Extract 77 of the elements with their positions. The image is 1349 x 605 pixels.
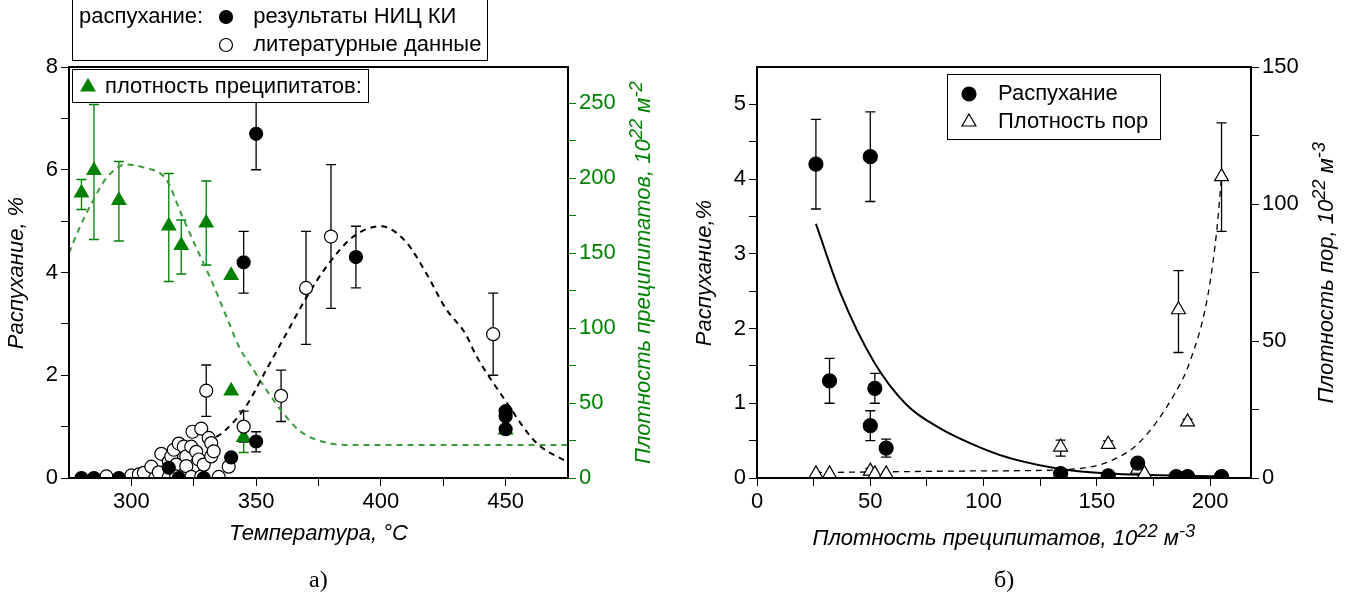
- x-tick-label: 50: [858, 488, 883, 514]
- y-tick-label: 3: [733, 239, 746, 265]
- point: [862, 149, 878, 165]
- point: [249, 434, 264, 449]
- point: [198, 214, 214, 228]
- y-axis-title: Распухание, %: [3, 196, 30, 349]
- x-tick-label: 300: [113, 488, 150, 514]
- point: [179, 459, 194, 474]
- point: [199, 383, 214, 398]
- y-tick-label: 5: [733, 90, 746, 116]
- y2-tick-label: 0: [1262, 464, 1275, 490]
- point: [867, 380, 883, 396]
- legend-label: литературные данные: [253, 30, 482, 58]
- x-tick-label: 100: [965, 488, 1002, 514]
- point: [73, 184, 89, 198]
- point: [223, 382, 239, 396]
- point: [1170, 301, 1187, 315]
- point: [86, 161, 102, 176]
- y-tick-label: 2: [733, 314, 746, 340]
- point: [1214, 168, 1230, 182]
- y2-tick-label: 150: [579, 239, 616, 265]
- text: а): [309, 566, 328, 593]
- x-tick-label: 450: [487, 488, 524, 514]
- point: [486, 327, 501, 342]
- legend-label: плотность преципитатов:: [105, 73, 362, 98]
- x-axis-title: Температура, °C: [229, 520, 408, 546]
- x-tick-label: 400: [362, 488, 400, 514]
- legend-title: распухание:: [79, 2, 205, 30]
- point: [1180, 413, 1196, 427]
- point: [1053, 438, 1069, 452]
- point: [236, 419, 251, 434]
- point: [348, 249, 364, 265]
- point: [111, 191, 127, 206]
- y-tick-label: 4: [733, 165, 746, 191]
- point: [1100, 435, 1116, 449]
- point: [161, 217, 177, 231]
- y-tick-label: 0: [45, 464, 58, 490]
- y-tick-label: 4: [45, 258, 58, 284]
- point: [206, 444, 221, 459]
- y-tick-label: 8: [45, 53, 58, 79]
- y-tick-label: 2: [45, 361, 58, 387]
- y-tick-label: 1: [733, 389, 746, 415]
- y-tick-label: 0: [733, 464, 746, 490]
- x-tick-label: 350: [237, 488, 275, 514]
- y2-tick-label: 250: [579, 89, 616, 115]
- point: [161, 460, 176, 475]
- point: [194, 421, 209, 436]
- x-tick-label: 200: [1191, 488, 1229, 514]
- point: [1053, 465, 1069, 478]
- legend-label: результаты НИЦ КИ: [253, 2, 458, 30]
- legend-label: Плотность пор: [998, 108, 1149, 133]
- y2-tick-label: 200: [579, 164, 616, 190]
- x-axis-title: Плотность преципитатов, 10$^{22}$ м$^{-3}$: [812, 520, 1196, 552]
- y2-tick-label: 50: [1262, 327, 1287, 353]
- point: [273, 388, 289, 403]
- point: [173, 236, 189, 251]
- y2-tick-label: 50: [579, 389, 604, 415]
- y2-tick-label: 0: [579, 464, 592, 490]
- line-series: [69, 163, 568, 446]
- x-tick-label: 0: [750, 488, 764, 514]
- y2-tick-label: 150: [1262, 53, 1299, 79]
- point: [323, 229, 339, 244]
- text: б): [994, 566, 1015, 593]
- point: [808, 156, 824, 172]
- point: [862, 418, 878, 434]
- y-axis-title: Распухание,%: [691, 199, 718, 346]
- point: [1130, 455, 1146, 471]
- y2-tick-label: 100: [1262, 190, 1299, 216]
- legend-label: Распухание: [998, 80, 1118, 105]
- point: [223, 266, 239, 281]
- point: [821, 373, 838, 389]
- point: [236, 255, 251, 270]
- y-tick-label: 6: [45, 155, 58, 181]
- point: [249, 126, 264, 141]
- x-tick-label: 150: [1078, 488, 1116, 514]
- point: [298, 280, 314, 296]
- y2-tick-label: 100: [579, 314, 616, 340]
